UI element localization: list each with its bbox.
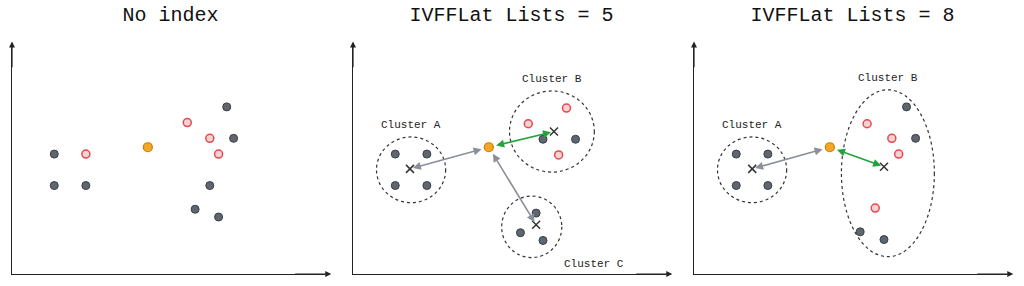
svg-text:Cluster B: Cluster B [858, 72, 918, 84]
svg-text:Cluster C: Cluster C [564, 258, 624, 270]
svg-text:No index: No index [122, 4, 218, 27]
svg-text:IVFFLat Lists = 5: IVFFLat Lists = 5 [409, 4, 613, 27]
svg-text:Cluster A: Cluster A [722, 119, 782, 131]
svg-text:Cluster A: Cluster A [381, 119, 441, 131]
svg-text:Cluster B: Cluster B [522, 73, 582, 85]
svg-text:IVFFLat Lists = 8: IVFFLat Lists = 8 [750, 4, 954, 27]
